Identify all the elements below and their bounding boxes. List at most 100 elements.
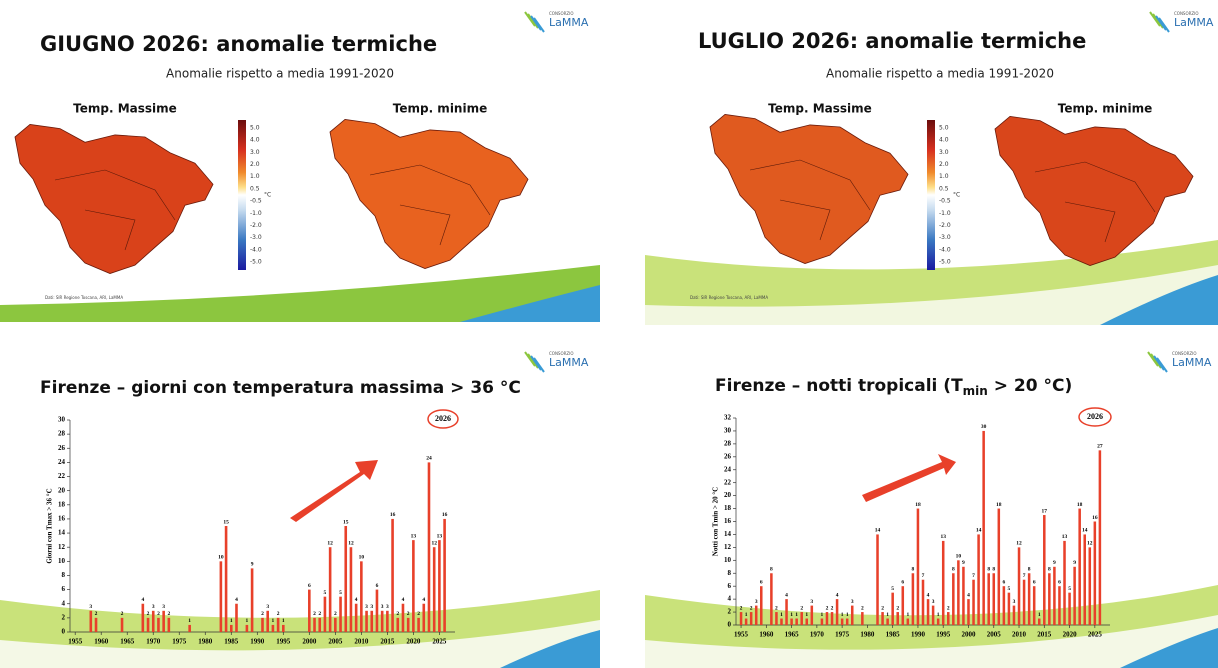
bar-label: 16 xyxy=(1092,515,1098,521)
bar xyxy=(987,573,990,625)
bar xyxy=(235,603,238,632)
bar-label: 2 xyxy=(157,611,160,617)
bar-label: 8 xyxy=(952,567,955,573)
x-tick-label: 1990 xyxy=(911,631,926,639)
bar-label: 14 xyxy=(1082,528,1088,534)
bar-label: 5 xyxy=(891,586,894,592)
bar xyxy=(1063,540,1066,625)
legend-label: 1.0 xyxy=(939,173,949,180)
bar-label: 2 xyxy=(313,611,316,617)
logo-stripe xyxy=(533,357,545,373)
bar-label: 3 xyxy=(365,604,368,610)
legend-label: 4.0 xyxy=(939,137,949,144)
legend-unit: °C xyxy=(953,192,960,199)
y-tick-label: 28 xyxy=(724,439,732,447)
x-tick-label: 2000 xyxy=(961,631,976,639)
bar-label: 2 xyxy=(750,605,753,611)
bar-label: 2 xyxy=(121,611,124,617)
legend-label: -1.0 xyxy=(250,210,262,217)
bar-label: 14 xyxy=(875,528,881,534)
map-label: Temp. Massime xyxy=(768,102,872,116)
logo-text: LaMMA xyxy=(1172,356,1212,369)
bar-label: 4 xyxy=(785,592,788,598)
bar-label: 2 xyxy=(318,611,321,617)
bar xyxy=(835,599,839,625)
logo-small: CONSORZIO xyxy=(1174,11,1198,16)
bar-label: 1 xyxy=(272,618,275,624)
legend-label: 0.5 xyxy=(250,185,260,192)
bar xyxy=(840,618,844,625)
bar xyxy=(941,540,945,625)
bar xyxy=(1017,547,1021,625)
bar xyxy=(271,624,275,632)
x-tick-label: 2005 xyxy=(328,638,343,646)
bar xyxy=(881,612,884,625)
bar-label: 2 xyxy=(775,605,778,611)
bar xyxy=(931,605,935,625)
bar xyxy=(386,610,389,632)
bar xyxy=(820,618,824,625)
bar-label: 7 xyxy=(972,573,975,579)
bar xyxy=(770,573,773,625)
bar-label: 8 xyxy=(1028,567,1031,573)
bar xyxy=(323,596,327,632)
x-tick-label: 2000 xyxy=(302,638,317,646)
bar-label: 2 xyxy=(147,611,150,617)
map xyxy=(14,123,214,274)
bar xyxy=(1043,515,1046,625)
bar-label: 3 xyxy=(266,604,269,610)
bar xyxy=(1088,547,1092,625)
logo-stripe xyxy=(533,17,545,33)
bar xyxy=(790,618,793,625)
map xyxy=(709,113,909,264)
bar xyxy=(339,596,342,632)
bar-label: 2 xyxy=(800,605,803,611)
legend-label: -1.0 xyxy=(939,210,951,217)
bar-label: 4 xyxy=(836,592,839,598)
bar xyxy=(1048,573,1051,625)
bar-label: 16 xyxy=(442,512,448,518)
bar-label: 24 xyxy=(426,456,432,462)
bar-label: 6 xyxy=(376,583,379,589)
bar-label: 2 xyxy=(861,605,864,611)
bar-label: 2 xyxy=(334,611,337,617)
bar xyxy=(250,568,254,632)
logo-stripe xyxy=(524,351,536,367)
bar-label: 2 xyxy=(167,611,170,617)
bar xyxy=(780,618,783,625)
bar-label: 2 xyxy=(396,611,399,617)
x-tick-label: 1960 xyxy=(94,638,109,646)
x-tick-label: 1985 xyxy=(224,638,239,646)
bar xyxy=(901,586,905,625)
bar xyxy=(1083,534,1086,625)
bar xyxy=(845,618,849,625)
y-tick-label: 24 xyxy=(724,465,732,473)
x-tick-label: 1980 xyxy=(198,638,213,646)
annotation: 2026 xyxy=(1087,412,1103,421)
y-tick-label: 4 xyxy=(728,595,732,603)
bar xyxy=(977,534,980,625)
map-label: Temp. Massime xyxy=(73,102,177,116)
bar xyxy=(1098,450,1102,625)
bar xyxy=(151,610,155,632)
bar xyxy=(349,547,353,632)
y-tick-label: 8 xyxy=(728,569,732,577)
y-tick-label: 32 xyxy=(724,414,732,422)
bar xyxy=(1037,618,1041,625)
map-label: Temp. minime xyxy=(1058,102,1152,116)
bar-label: 3 xyxy=(152,604,155,610)
chart-title: Firenze – giorni con temperatura massima… xyxy=(40,378,521,398)
legend-label: -2.0 xyxy=(250,222,262,229)
bar xyxy=(157,617,160,632)
slide-title: GIUGNO 2026: anomalie termiche xyxy=(40,32,437,56)
x-tick-label: 2020 xyxy=(1063,631,1078,639)
bar-label: 3 xyxy=(932,599,935,605)
y-tick-label: 2 xyxy=(728,608,732,616)
source: Dati: SIR Regione Toscana, ARI, LaMMA xyxy=(45,295,123,300)
bar xyxy=(825,612,829,625)
bar xyxy=(962,566,965,625)
bar-label: 2 xyxy=(947,605,950,611)
bar xyxy=(805,618,809,625)
annotation: 2026 xyxy=(435,414,451,423)
bar xyxy=(427,462,431,632)
